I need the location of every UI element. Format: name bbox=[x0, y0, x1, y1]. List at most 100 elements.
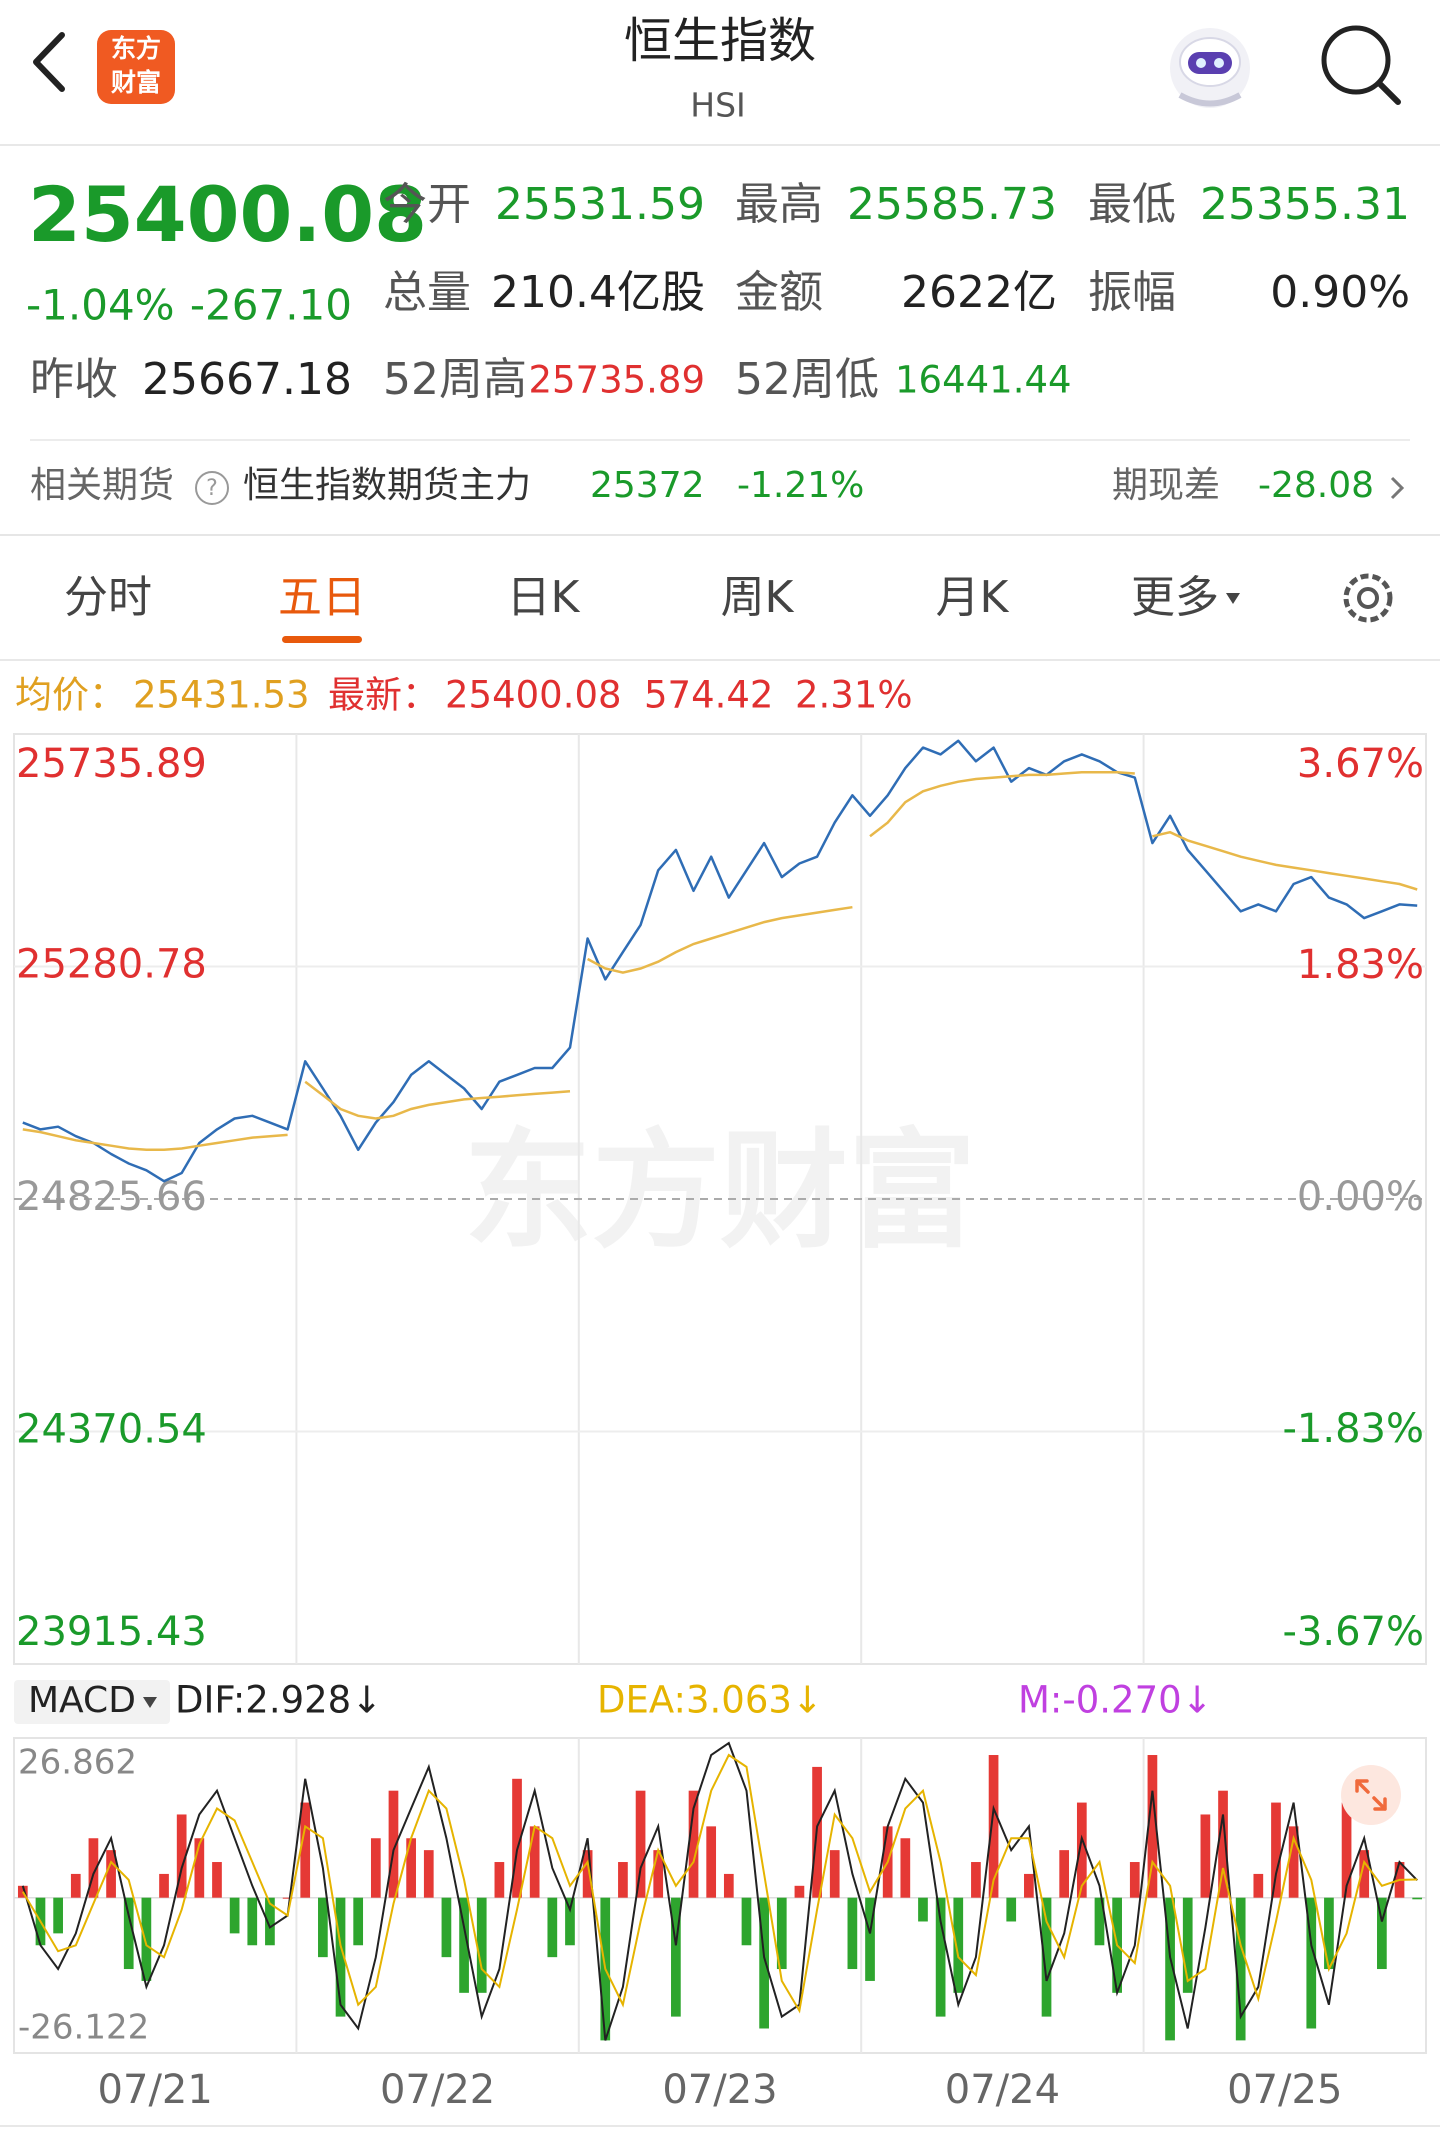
field-value: 25355.31 bbox=[1200, 179, 1410, 230]
macd-bar bbox=[565, 1897, 575, 1946]
tab[interactable]: 周K bbox=[721, 572, 795, 623]
field-value: 210.4亿股 bbox=[491, 267, 705, 318]
macd-bar bbox=[282, 1897, 293, 1899]
macd-bar bbox=[723, 1873, 734, 1898]
macd-bar bbox=[1218, 1790, 1228, 1898]
field-label: 昨收 bbox=[30, 354, 118, 405]
macd-bar bbox=[618, 1862, 628, 1898]
summary-row: 均价： 25431.53 最新： 25400.08 574.42 2.31% bbox=[15, 674, 913, 717]
y2-tick-label: -3.67% bbox=[1282, 1609, 1424, 1655]
tab-indicator bbox=[282, 636, 362, 643]
summary-item: 25431.53 bbox=[133, 674, 310, 717]
macd-bar bbox=[53, 1897, 63, 1934]
search-button[interactable] bbox=[1321, 25, 1401, 105]
macd-bar bbox=[671, 1897, 681, 2017]
dropdown-arrow bbox=[143, 1697, 157, 1708]
field-label: 总量 bbox=[383, 267, 471, 318]
y-tick-label: 24825.66 bbox=[16, 1174, 207, 1220]
field-label: 金额 bbox=[735, 267, 823, 318]
x-tick-label: 07/22 bbox=[380, 2067, 495, 2113]
macd-bar bbox=[88, 1838, 99, 1898]
macd-bar bbox=[1341, 1802, 1352, 1898]
macd-bar bbox=[776, 1897, 787, 1970]
macd-bar bbox=[582, 1850, 593, 1898]
indicator-name: MACD bbox=[28, 1680, 136, 1721]
summary-item: 2.31% bbox=[795, 674, 913, 717]
tab[interactable]: 月K bbox=[936, 572, 1010, 623]
help-icon[interactable] bbox=[195, 471, 229, 505]
macd-bar bbox=[1076, 1802, 1087, 1898]
field-value: 25667.18 bbox=[142, 354, 352, 405]
macd-bar bbox=[1377, 1897, 1387, 1970]
macd-bar bbox=[1129, 1862, 1140, 1898]
macd-bar bbox=[688, 1790, 699, 1898]
indicator-selector[interactable] bbox=[14, 1680, 170, 1724]
summary-item: 均价： bbox=[15, 674, 126, 717]
macd-bar bbox=[70, 1873, 81, 1898]
macd-bar bbox=[829, 1850, 840, 1898]
macd-bar bbox=[1324, 1897, 1334, 1970]
macd-bar bbox=[388, 1790, 399, 1898]
dif-line bbox=[21, 1741, 1418, 2041]
y-tick-label: 24370.54 bbox=[16, 1407, 207, 1453]
tab[interactable]: 分时 bbox=[64, 572, 152, 623]
futures-row[interactable]: 相关期货 ? 恒生指数期货主力 25372 -1.21% 期现差 -28.08 bbox=[30, 465, 1405, 506]
tab[interactable]: 五日 bbox=[278, 572, 366, 623]
macd-bar bbox=[194, 1838, 205, 1898]
back-button[interactable] bbox=[33, 32, 65, 92]
field-value: 25585.73 bbox=[847, 179, 1057, 230]
y2-tick-label: 1.83% bbox=[1297, 942, 1424, 988]
macd-bar bbox=[1253, 1873, 1264, 1898]
macd-bar bbox=[423, 1850, 434, 1898]
page-title: 恒生指数 bbox=[624, 13, 816, 69]
x-tick-label: 07/25 bbox=[1227, 2067, 1342, 2113]
change-amount: -267.10 bbox=[190, 281, 352, 330]
y-tick-label: 25735.89 bbox=[16, 741, 207, 787]
macd-bar bbox=[900, 1838, 911, 1898]
expand-button[interactable] bbox=[1341, 1765, 1401, 1825]
average-line bbox=[304, 1080, 571, 1120]
logo-text: 财富 bbox=[111, 68, 161, 97]
macd-bar bbox=[741, 1897, 752, 1946]
assistant-avatar[interactable] bbox=[1170, 28, 1250, 108]
macd-bar bbox=[229, 1897, 240, 1934]
dea-line bbox=[21, 1753, 1418, 2014]
summary-item: 最新： bbox=[328, 674, 439, 717]
average-line bbox=[587, 905, 853, 974]
futures-label: 相关期货 bbox=[30, 465, 174, 506]
macd-bar bbox=[406, 1838, 416, 1898]
y-tick-label: 25280.78 bbox=[16, 941, 207, 987]
macd-bar bbox=[1271, 1802, 1281, 1898]
macd-bar bbox=[476, 1897, 487, 1993]
summary-item: 25400.08 bbox=[445, 674, 622, 717]
average-line bbox=[22, 1128, 288, 1152]
dropdown-arrow bbox=[1226, 593, 1240, 604]
y-tick-label: 26.862 bbox=[18, 1743, 137, 1783]
macd-bar bbox=[847, 1897, 858, 1970]
macd-bar bbox=[247, 1897, 258, 1946]
settings-button[interactable] bbox=[1343, 573, 1393, 623]
macd-bar bbox=[512, 1778, 522, 1898]
tab[interactable]: 更多 bbox=[1131, 572, 1219, 623]
change-percent: -1.04% bbox=[26, 281, 175, 330]
average-line bbox=[869, 770, 1135, 838]
macd-bar bbox=[1041, 1897, 1052, 2017]
field-value: 0.90% bbox=[1270, 267, 1410, 318]
indicator-value: DIF:2.928↓ bbox=[175, 1679, 382, 1722]
macd-bar bbox=[459, 1897, 469, 1993]
macd-bar bbox=[988, 1755, 999, 1898]
macd-bar bbox=[1359, 1850, 1370, 1898]
macd-bar bbox=[1147, 1755, 1158, 1898]
macd-bar bbox=[971, 1862, 981, 1898]
tab-bar: 分时 五日 日K 周K 月K 更多 bbox=[64, 572, 1240, 643]
tab[interactable]: 日K bbox=[507, 572, 581, 623]
macd-bar bbox=[17, 1885, 28, 1898]
futures-price: 25372 bbox=[590, 465, 705, 506]
futures-name: 恒生指数期货主力 bbox=[243, 465, 531, 506]
macd-bar bbox=[212, 1862, 222, 1898]
indicator-value: M:-0.270↓ bbox=[1018, 1679, 1213, 1722]
macd-bar bbox=[1412, 1897, 1423, 1900]
field-label: 52周高 bbox=[383, 354, 527, 405]
